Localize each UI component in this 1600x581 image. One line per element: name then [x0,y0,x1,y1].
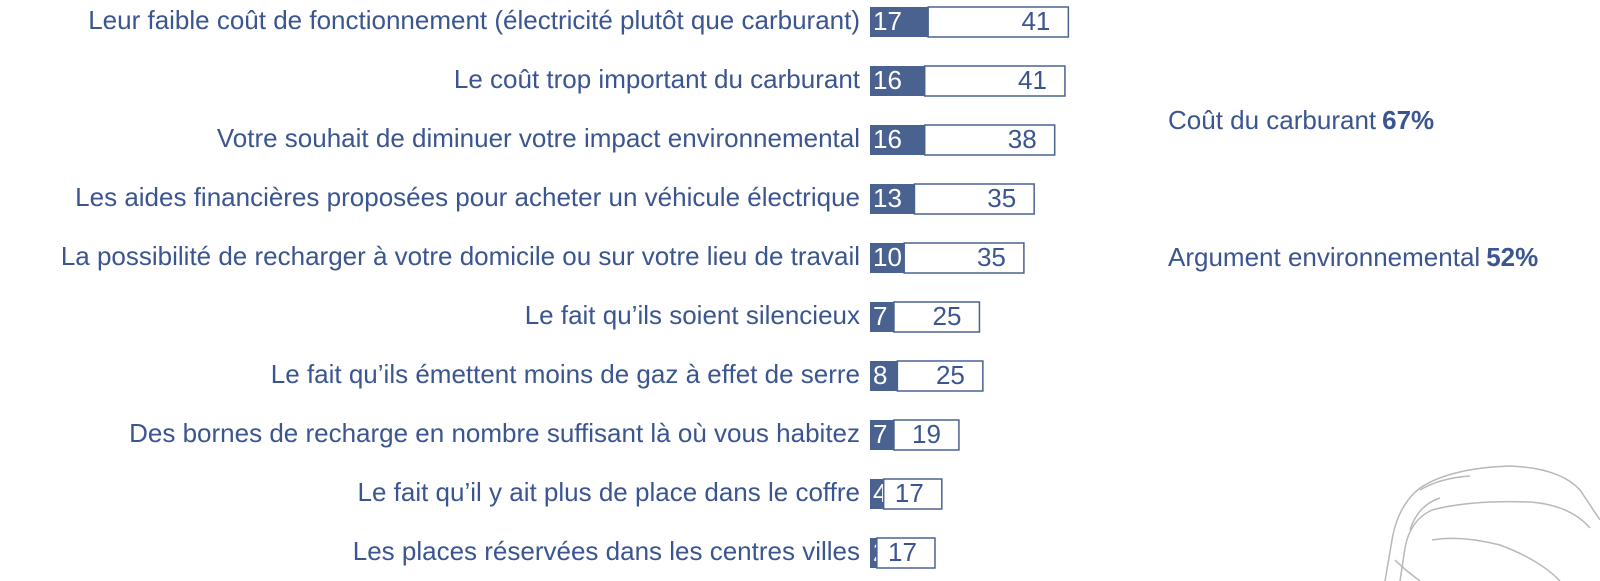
annotation-value: 67% [1382,105,1434,135]
bar-segment [893,301,981,333]
bar-segment [870,361,898,391]
category-label: Le coût trop important du carburant [454,64,861,94]
category-label: La possibilité de recharger à votre domi… [61,241,860,271]
annotation-value: 52% [1486,242,1538,272]
value-label: 13 [873,183,902,213]
value-label: 35 [977,242,1006,272]
bar-segment [870,184,915,214]
value-label: 41 [1021,6,1050,36]
annotation-label: Coût du carburant [1168,105,1377,135]
car-icon [1384,465,1600,581]
bar-segment [913,183,1035,215]
annotation-label: Argument environnemental [1168,242,1480,272]
bar-segment [903,242,1025,274]
value-label: 10 [873,242,902,272]
category-label: Votre souhait de diminuer votre impact e… [217,123,860,153]
bar-segment [896,360,984,392]
value-label: 35 [987,183,1016,213]
value-label: 17 [873,6,902,36]
category-label: Le fait qu’ils soient silencieux [525,300,860,330]
bar-segment [870,479,884,509]
value-label: 7 [873,301,887,331]
bar-segment [923,124,1056,156]
value-label: 7 [873,419,887,449]
bar-segment [870,302,894,332]
category-label: Des bornes de recharge en nombre suffisa… [129,418,860,448]
bar-segment [923,65,1066,97]
category-label: Leur faible coût de fonctionnement (élec… [88,5,860,35]
value-label: 25 [936,360,965,390]
category-label: Le fait qu’il y ait plus de place dans l… [358,477,861,507]
bar-segment [870,538,877,568]
category-label: Les places réservées dans les centres vi… [353,536,860,566]
category-label: Les aides financières proposées pour ach… [75,182,860,212]
category-label: Le fait qu’ils émettent moins de gaz à e… [271,359,860,389]
value-label: 17 [895,478,924,508]
bar-segment [927,6,1070,38]
bar-segment [882,478,943,510]
bar-segment [870,125,925,155]
value-label: 16 [873,124,902,154]
bar-segment [876,537,936,569]
value-label: 25 [933,301,962,331]
value-label: 19 [912,419,941,449]
value-label: 16 [873,65,902,95]
bar-segment [870,7,929,37]
value-label: 17 [888,537,917,567]
bar-segment [893,419,960,451]
value-label: 38 [1008,124,1037,154]
bar-segment [870,420,894,450]
value-label: 41 [1018,65,1047,95]
value-label: 8 [873,360,887,390]
bar-segment [870,66,925,96]
bar-segment [870,243,905,273]
